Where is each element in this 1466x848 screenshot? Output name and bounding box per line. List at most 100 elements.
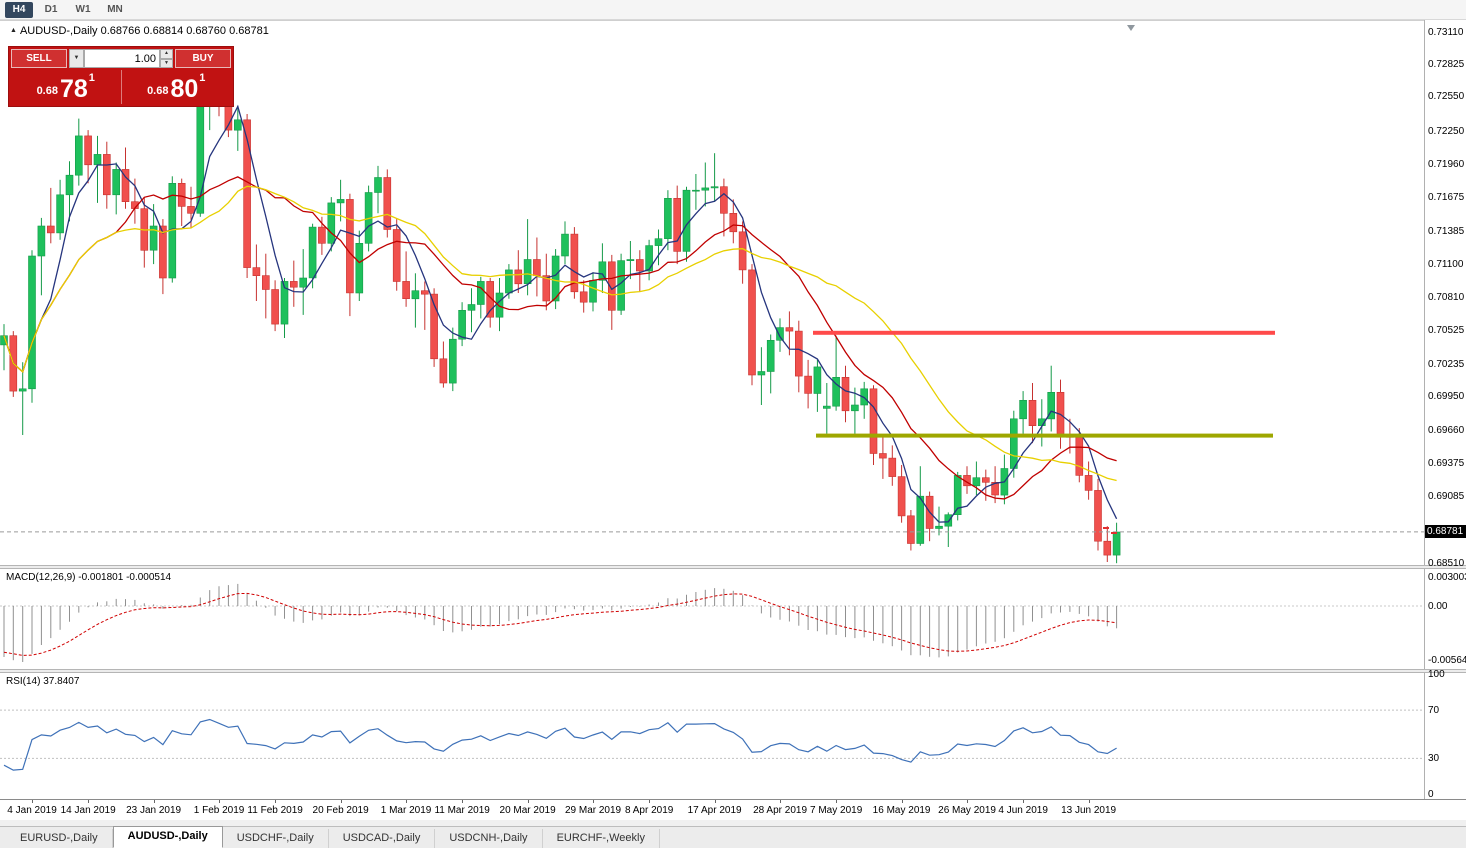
chart-tab-usdcnh-daily[interactable]: USDCNH-,Daily xyxy=(435,829,543,848)
macd-axis-label: 0.00 xyxy=(1428,600,1448,612)
rsi-axis-label: 70 xyxy=(1428,704,1440,716)
pane-separator[interactable] xyxy=(0,565,1466,569)
current-price-badge: 0.68781 xyxy=(1425,525,1466,538)
macd-signal-line xyxy=(3,592,1117,656)
time-axis-tick xyxy=(649,800,651,803)
sell-price-big: 78 xyxy=(59,75,88,103)
time-axis-tick xyxy=(714,800,716,803)
price-axis-label: 0.72550 xyxy=(1428,91,1465,103)
price-axis-label: 0.70525 xyxy=(1428,325,1465,336)
timeframe-button-mn[interactable]: MN xyxy=(107,3,123,15)
price-axis-label: 0.71675 xyxy=(1428,192,1465,204)
time-axis-tick xyxy=(406,800,408,803)
time-axis-tick xyxy=(153,800,155,803)
chart-shift-icon[interactable] xyxy=(1127,25,1135,31)
time-axis-tick xyxy=(527,800,529,803)
pane-separator[interactable] xyxy=(0,669,1466,673)
volume-spinner: ▲ ▼ xyxy=(160,49,173,68)
price-axis-label: 0.70235 xyxy=(1428,358,1465,370)
macd-axis-label: -0.005648 xyxy=(1428,654,1466,666)
time-axis-label: 11 Feb 2019 xyxy=(247,805,303,816)
ma-fast-line xyxy=(3,104,1118,523)
time-axis-label: 8 Apr 2019 xyxy=(624,805,674,816)
chart-symbol-period: AUDUSD-,Daily xyxy=(19,25,98,37)
time-axis-tick xyxy=(275,800,277,803)
time-axis-tick xyxy=(593,800,595,803)
sell-price-button[interactable]: 0.68 78 1 xyxy=(11,70,121,104)
chart-tab-usdcad-daily[interactable]: USDCAD-,Daily xyxy=(329,829,436,848)
price-axis[interactable] xyxy=(1424,20,1466,820)
resistance-line[interactable] xyxy=(813,330,1275,335)
rsi-indicator-label: RSI(14) 37.8407 xyxy=(6,676,80,687)
price-change-marks xyxy=(1103,527,1117,534)
ma-slow-line xyxy=(3,185,1117,482)
price-axis-label: 0.71960 xyxy=(1428,159,1465,171)
time-axis-label: 29 Mar 2019 xyxy=(564,805,622,816)
price-axis-label: 0.69950 xyxy=(1428,391,1465,403)
price-axis-label: 0.71100 xyxy=(1428,258,1464,270)
time-axis-tick xyxy=(967,800,969,803)
timeframe-button-d1[interactable]: D1 xyxy=(44,3,58,15)
price-axis-label: 0.73110 xyxy=(1428,26,1464,38)
macd-histogram xyxy=(3,583,1118,662)
time-axis[interactable]: 4 Jan 2019 14 Jan 2019 23 Jan 2019 1 Feb 20… xyxy=(0,799,1466,820)
chart-tab-eurchf-weekly[interactable]: EURCHF-,Weekly xyxy=(543,829,660,848)
buy-price-button[interactable]: 0.68 80 1 xyxy=(120,70,232,104)
time-axis-tick xyxy=(1023,800,1025,803)
time-axis-label: 4 Jan 2019 xyxy=(7,805,57,816)
price-axis-label: 0.71385 xyxy=(1428,225,1465,237)
timeframe-toolbar: H4 D1 W1 MN xyxy=(0,0,1466,20)
one-click-top-row: SELL ▼ ▲ ▼ BUY xyxy=(11,49,231,68)
time-axis-tick xyxy=(901,800,903,803)
volume-input[interactable] xyxy=(84,49,160,68)
time-axis-label: 4 Jun 2019 xyxy=(998,805,1048,816)
time-axis-tick xyxy=(32,800,34,803)
rsi-axis-label: 30 xyxy=(1428,752,1440,764)
time-axis-tick xyxy=(219,800,221,803)
time-axis-label: 20 Mar 2019 xyxy=(499,805,556,816)
buy-price-prefix: 0.68 xyxy=(147,85,169,97)
timeframe-button-h4[interactable]: H4 xyxy=(5,1,33,18)
time-axis-tick xyxy=(780,800,782,803)
chart-tab-audusd-daily[interactable]: AUDUSD-,Daily xyxy=(112,826,223,848)
time-axis-label: 17 Apr 2019 xyxy=(687,805,742,816)
price-axis-label: 0.69660 xyxy=(1428,424,1465,436)
chart-title: ▲ AUDUSD-,Daily 0.68766 0.68814 0.68760 0… xyxy=(10,25,269,37)
support-line[interactable] xyxy=(816,433,1273,438)
price-axis-label: 0.72825 xyxy=(1428,59,1465,71)
time-axis-tick xyxy=(1088,800,1090,803)
time-axis-label: 13 Jun 2019 xyxy=(1061,805,1117,816)
volume-up-icon[interactable]: ▲ xyxy=(160,49,173,59)
price-axis-label: 0.69085 xyxy=(1428,491,1465,503)
rsi-line xyxy=(3,718,1117,771)
volume-down-icon[interactable]: ▼ xyxy=(160,58,173,68)
price-axis-label: 0.72250 xyxy=(1428,125,1465,137)
sell-button[interactable]: SELL xyxy=(11,49,67,68)
time-axis-label: 7 May 2019 xyxy=(810,805,863,816)
chart-canvas[interactable] xyxy=(0,20,1424,820)
sell-price-sup: 1 xyxy=(88,72,95,84)
price-axis-label: 0.70810 xyxy=(1428,292,1465,304)
chart-tab-usdchf-daily[interactable]: USDCHF-,Daily xyxy=(223,829,329,848)
buy-price-sup: 1 xyxy=(199,72,206,84)
chart-ohlc-values: 0.68766 0.68814 0.68760 0.68781 xyxy=(100,25,269,37)
rsi-axis-label: 0 xyxy=(1428,789,1434,800)
volume-dropdown-icon[interactable]: ▼ xyxy=(69,49,84,68)
time-axis-label: 23 Jan 2019 xyxy=(126,805,182,816)
time-axis-label: 20 Feb 2019 xyxy=(312,805,369,816)
buy-price-big: 80 xyxy=(170,75,199,103)
time-axis-label: 26 May 2019 xyxy=(938,805,996,816)
timeframe-button-w1[interactable]: W1 xyxy=(75,3,91,15)
candles xyxy=(0,50,1121,564)
price-axis-label: 0.69375 xyxy=(1428,457,1465,469)
time-axis-tick xyxy=(340,800,342,803)
chart-tab-eurusd-daily[interactable]: EURUSD-,Daily xyxy=(6,829,113,848)
buy-button[interactable]: BUY xyxy=(175,49,231,68)
time-axis-tick xyxy=(836,800,838,803)
sell-price-prefix: 0.68 xyxy=(36,85,58,97)
time-axis-label: 1 Feb 2019 xyxy=(193,805,245,816)
time-axis-label: 16 May 2019 xyxy=(872,805,931,816)
macd-indicator-label: MACD(12,26,9) -0.001801 -0.000514 xyxy=(6,572,172,583)
ma-mid-line xyxy=(3,176,1117,500)
